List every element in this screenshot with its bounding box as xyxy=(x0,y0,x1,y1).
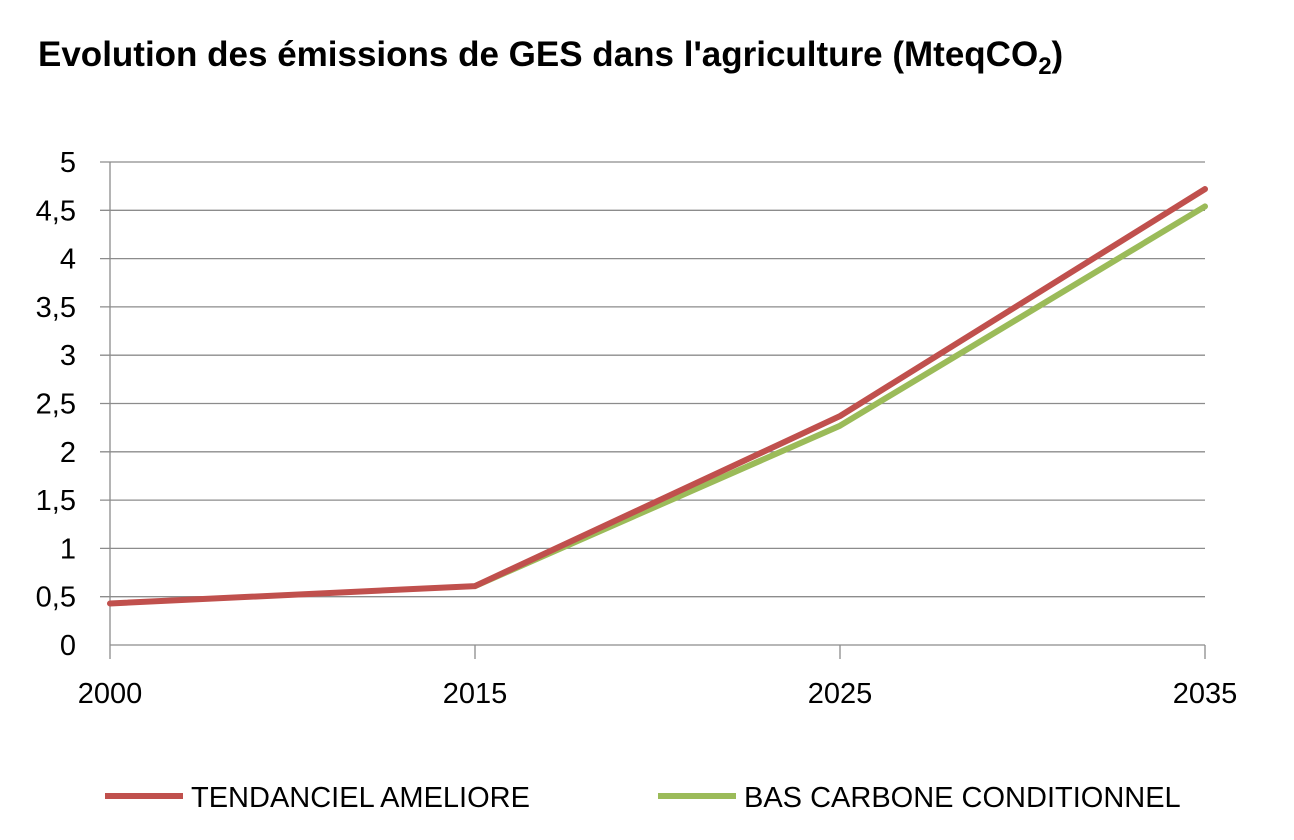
legend-label: BAS CARBONE CONDITIONNEL xyxy=(744,782,1181,814)
chart-title-subscript: 2 xyxy=(1038,53,1051,80)
axes: 0 0,5 1 1,5 2 2,5 3 3,5 4 4,5 5 2000 2015 2025 2035 xyxy=(36,147,1238,710)
series-line-2 xyxy=(472,203,1208,590)
series-lines xyxy=(107,186,1208,607)
y-tick-label: 1 xyxy=(60,533,76,565)
legend-label: TENDANCIEL AMELIORE xyxy=(191,782,530,814)
y-tick-label: 2,5 xyxy=(36,389,76,421)
chart-title: Evolution des émissions de GES dans l'ag… xyxy=(38,35,1063,80)
y-tick-label: 4 xyxy=(60,244,76,276)
x-tick-label: 2015 xyxy=(443,678,508,710)
y-tick-label: 4,5 xyxy=(36,195,76,227)
chart-title-close: ) xyxy=(1052,35,1064,74)
y-tick-label: 0 xyxy=(60,630,76,662)
series-line-1 xyxy=(107,186,1208,607)
y-tick-label: 1,5 xyxy=(36,485,76,517)
y-tick-label: 2 xyxy=(60,437,76,469)
legend: TENDANCIEL AMELIORE BAS CARBONE CONDITION… xyxy=(105,782,1181,814)
x-tick-label: 2035 xyxy=(1173,678,1238,710)
x-tick-label: 2000 xyxy=(78,678,143,710)
chart-title-main: Evolution des émissions de GES dans l'ag… xyxy=(38,35,1038,74)
y-tick-label: 3 xyxy=(60,340,76,372)
y-tick-label: 5 xyxy=(60,147,76,179)
gridlines xyxy=(100,161,1205,598)
x-tick-label: 2025 xyxy=(808,678,873,710)
y-tick-label: 0,5 xyxy=(36,582,76,614)
y-tick-label: 3,5 xyxy=(36,292,76,324)
